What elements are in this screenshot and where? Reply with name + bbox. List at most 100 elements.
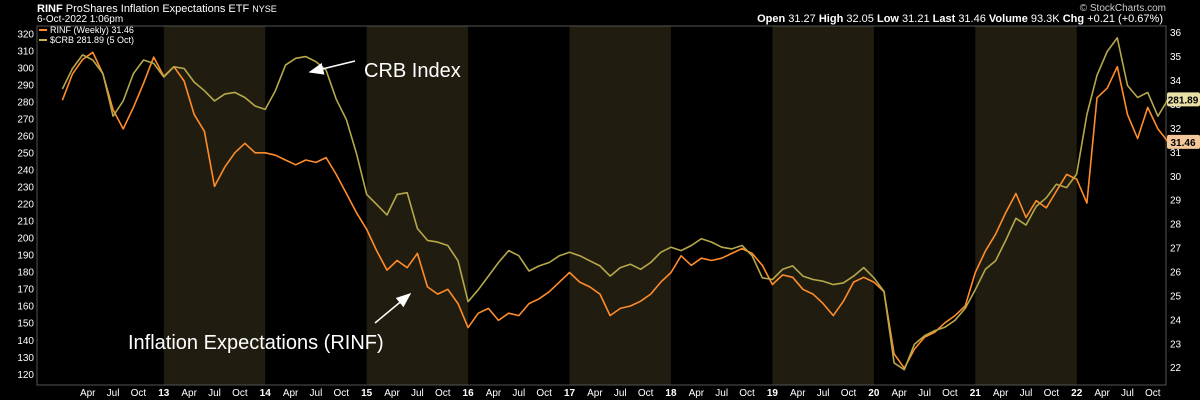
x-axis-tick: Apr bbox=[181, 388, 197, 399]
stockcharts-watermark: © StockCharts.com bbox=[1079, 3, 1166, 14]
plot-border bbox=[36, 25, 1167, 386]
right-axis-tick: 25 bbox=[1170, 291, 1182, 302]
x-axis-tick: Oct bbox=[131, 388, 147, 399]
left-axis-tick: 290 bbox=[17, 81, 34, 92]
open-label: Open bbox=[757, 13, 786, 25]
right-axis-tick: 36 bbox=[1170, 28, 1182, 39]
last-label: Last bbox=[932, 13, 956, 25]
x-axis-tick: Jul bbox=[411, 388, 424, 399]
left-axis-tick: 250 bbox=[17, 149, 34, 160]
right-axis-tick: 32 bbox=[1170, 124, 1182, 135]
x-axis-tick: Apr bbox=[384, 388, 400, 399]
x-axis-tick: Oct bbox=[638, 388, 654, 399]
symbol: RINF bbox=[37, 3, 63, 15]
x-axis-tick: Oct bbox=[1145, 388, 1161, 399]
chg-value: +0.21 (+0.67%) bbox=[1087, 13, 1163, 25]
x-axis-year-tick: 17 bbox=[564, 388, 576, 399]
x-axis-tick: Jul bbox=[512, 388, 525, 399]
volume-value: 93.3K bbox=[1030, 13, 1060, 25]
left-axis-tick: 150 bbox=[17, 319, 34, 330]
x-axis-tick: Apr bbox=[891, 388, 907, 399]
left-axis-tick: 140 bbox=[17, 336, 34, 347]
left-axis-tick: 240 bbox=[17, 166, 34, 177]
crb-last-tag-value: 281.89 bbox=[1168, 95, 1199, 106]
x-axis-tick: Jul bbox=[715, 388, 728, 399]
legend-entry: $CRB 281.89 (5 Oct) bbox=[50, 35, 134, 45]
x-axis-year-tick: 18 bbox=[665, 388, 677, 399]
exchange: NYSE bbox=[252, 4, 277, 14]
rinf-annotation-arrow bbox=[374, 293, 412, 324]
legend-entry: RINF (Weekly) 31.46 bbox=[50, 25, 134, 35]
high-value: 32.05 bbox=[846, 13, 874, 25]
symbol-title: RINF ProShares Inflation Expectations ET… bbox=[37, 3, 277, 15]
right-axis-tick: 22 bbox=[1170, 363, 1182, 374]
left-axis-tick: 320 bbox=[17, 30, 34, 41]
x-axis-year-tick: 14 bbox=[260, 388, 272, 399]
left-axis-tick: 130 bbox=[17, 353, 34, 364]
x-axis-tick: Jul bbox=[1020, 388, 1033, 399]
left-axis-tick: 310 bbox=[17, 47, 34, 58]
left-axis-tick: 200 bbox=[17, 234, 34, 245]
right-axis-tick: 26 bbox=[1170, 268, 1182, 279]
chart-date: 6-Oct-2022 1:06pm bbox=[37, 14, 124, 25]
left-axis-tick: 210 bbox=[17, 217, 34, 228]
x-axis-tick: Apr bbox=[486, 388, 502, 399]
right-axis-tick: 24 bbox=[1170, 315, 1182, 326]
left-axis-tick: 120 bbox=[17, 370, 34, 381]
high-label: High bbox=[818, 13, 844, 25]
volume-label: Volume bbox=[988, 13, 1028, 25]
crb-annotation: CRB Index bbox=[364, 60, 461, 82]
year-band bbox=[569, 26, 671, 385]
x-axis-tick: Jul bbox=[208, 388, 221, 399]
x-axis-tick: Jul bbox=[817, 388, 830, 399]
left-axis-tick: 170 bbox=[17, 285, 34, 296]
left-axis-tick: 230 bbox=[17, 183, 34, 194]
right-axis-tick: 28 bbox=[1170, 220, 1182, 231]
x-axis-year-tick: 22 bbox=[1071, 388, 1083, 399]
year-band bbox=[366, 26, 469, 385]
x-axis-year-tick: 16 bbox=[463, 388, 475, 399]
left-axis-tick: 300 bbox=[17, 64, 34, 75]
x-axis-tick: Apr bbox=[689, 388, 705, 399]
right-axis-tick: 34 bbox=[1170, 76, 1182, 87]
x-axis-tick: Jul bbox=[107, 388, 120, 399]
low-value: 31.21 bbox=[902, 13, 930, 25]
x-axis-tick: Oct bbox=[232, 388, 248, 399]
symbol-name: ProShares Inflation Expectations ETF bbox=[65, 3, 250, 15]
x-axis-tick: Oct bbox=[435, 388, 451, 399]
quote-bar: Open 31.27 High 32.05 Low 31.21 Last 31.… bbox=[757, 13, 1163, 25]
right-axis-tick: 31 bbox=[1170, 148, 1182, 159]
crb-last-tag bbox=[1167, 92, 1200, 107]
year-band bbox=[163, 26, 266, 385]
left-axis-tick: 180 bbox=[17, 268, 34, 279]
x-axis-tick: Oct bbox=[942, 388, 958, 399]
rinf-last-tag bbox=[1167, 134, 1200, 149]
x-axis-tick: Jul bbox=[614, 388, 627, 399]
chg-label: Chg bbox=[1062, 13, 1085, 25]
x-axis-year-tick: 19 bbox=[767, 388, 779, 399]
x-axis-tick: Apr bbox=[80, 388, 96, 399]
left-axis-tick: 190 bbox=[17, 251, 34, 262]
right-axis-tick: 35 bbox=[1170, 52, 1182, 63]
x-axis-tick: Oct bbox=[739, 388, 755, 399]
x-axis-year-tick: 13 bbox=[158, 388, 170, 399]
left-axis-tick: 220 bbox=[17, 200, 34, 211]
x-axis-tick: Oct bbox=[334, 388, 350, 399]
low-label: Low bbox=[876, 13, 899, 25]
rinf-annotation: Inflation Expectations (RINF) bbox=[128, 332, 384, 354]
left-axis-tick: 270 bbox=[17, 115, 34, 126]
x-axis-tick: Apr bbox=[790, 388, 806, 399]
open-value: 31.27 bbox=[788, 13, 816, 25]
x-axis-tick: Apr bbox=[1094, 388, 1110, 399]
x-axis-tick: Apr bbox=[587, 388, 603, 399]
x-axis-year-tick: 15 bbox=[361, 388, 373, 399]
right-axis-tick: 23 bbox=[1170, 339, 1182, 350]
left-axis-tick: 280 bbox=[17, 98, 34, 109]
right-axis-tick: 29 bbox=[1170, 196, 1182, 207]
rinf-line bbox=[61, 51, 1169, 369]
x-axis-tick: Oct bbox=[536, 388, 552, 399]
chart-header: RINF ProShares Inflation Expectations ET… bbox=[0, 0, 1200, 25]
x-axis-tick: Jul bbox=[918, 388, 931, 399]
x-axis-tick: Apr bbox=[283, 388, 299, 399]
